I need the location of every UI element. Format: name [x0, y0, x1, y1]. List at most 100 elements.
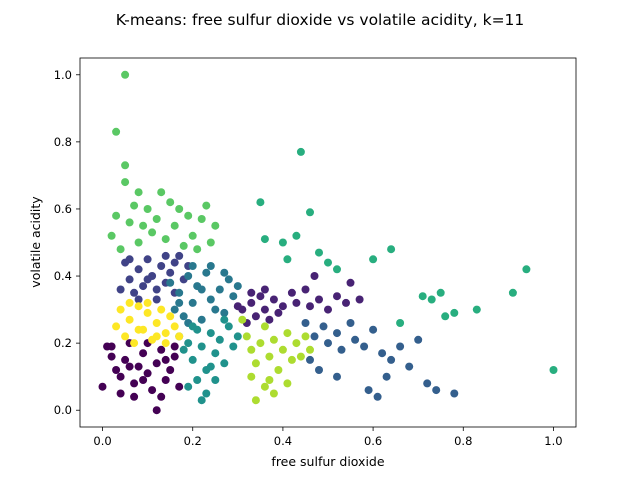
data-point-cluster-7	[107, 231, 116, 240]
data-point-cluster-5	[206, 362, 215, 371]
x-tick-label: 1.0	[544, 434, 562, 448]
data-point-cluster-6	[508, 288, 517, 297]
x-axis-label: free sulfur dioxide	[271, 454, 384, 469]
data-point-cluster-7	[211, 221, 220, 230]
data-point-cluster-6	[292, 231, 301, 240]
data-point-cluster-7	[125, 218, 134, 227]
data-point-cluster-7	[188, 231, 197, 240]
data-point-cluster-5	[202, 389, 211, 398]
data-point-cluster-0	[134, 362, 143, 371]
data-point-cluster-5	[188, 322, 197, 331]
data-point-cluster-7	[166, 198, 175, 207]
data-point-cluster-9	[112, 322, 121, 331]
data-point-cluster-8	[260, 322, 269, 331]
data-point-cluster-4	[179, 312, 188, 321]
data-point-cluster-9	[134, 325, 143, 334]
data-point-cluster-3	[333, 372, 341, 381]
data-point-cluster-8	[283, 379, 292, 388]
data-point-cluster-5	[215, 335, 224, 344]
data-point-cluster-7	[152, 215, 161, 223]
data-point-cluster-9	[161, 329, 170, 338]
data-point-cluster-3	[306, 355, 314, 364]
data-point-cluster-6	[256, 198, 265, 207]
data-point-cluster-9	[152, 319, 161, 327]
data-point-cluster-8	[242, 332, 251, 341]
data-point-cluster-1	[287, 288, 296, 297]
data-point-cluster-6	[369, 255, 378, 264]
data-point-cluster-1	[265, 315, 274, 324]
data-point-cluster-1	[278, 302, 287, 311]
data-point-cluster-7	[157, 188, 166, 197]
data-point-cluster-4	[220, 308, 229, 317]
data-point-cluster-8	[278, 345, 287, 354]
data-point-cluster-2	[166, 268, 175, 277]
data-point-cluster-4	[188, 298, 197, 307]
x-tick-label: 0.2	[184, 434, 202, 448]
data-point-cluster-3	[369, 325, 378, 334]
data-point-cluster-5	[193, 376, 202, 384]
data-point-cluster-9	[130, 339, 139, 348]
data-point-cluster-2	[134, 265, 143, 274]
data-point-cluster-4	[175, 298, 184, 307]
data-point-cluster-0	[157, 392, 166, 401]
data-point-cluster-8	[269, 389, 278, 398]
data-point-cluster-7	[161, 235, 170, 244]
data-point-cluster-7	[121, 70, 130, 79]
data-point-cluster-1	[301, 285, 310, 294]
data-point-cluster-3	[450, 389, 459, 398]
data-point-cluster-6	[418, 292, 427, 301]
data-point-cluster-0	[116, 372, 125, 381]
data-point-cluster-6	[260, 235, 269, 244]
data-point-cluster-6	[324, 258, 332, 267]
data-point-cluster-7	[206, 238, 215, 247]
data-point-cluster-0	[170, 342, 179, 351]
data-point-cluster-7	[143, 205, 152, 213]
data-point-cluster-1	[342, 298, 350, 307]
data-point-cluster-9	[157, 305, 166, 314]
data-point-cluster-5	[184, 339, 193, 348]
data-point-cluster-6	[278, 238, 287, 247]
data-point-cluster-6	[296, 147, 305, 156]
data-point-cluster-2	[125, 255, 134, 264]
plot-frame	[79, 57, 577, 428]
data-point-cluster-0	[125, 362, 134, 371]
data-point-cluster-9	[125, 315, 134, 324]
data-point-cluster-0	[161, 376, 170, 384]
y-tick-label: 0.6	[54, 202, 72, 216]
data-point-cluster-1	[247, 298, 256, 307]
data-point-cluster-0	[130, 379, 139, 388]
data-point-cluster-6	[427, 295, 436, 304]
x-tick-label: 0.0	[93, 434, 111, 448]
data-point-cluster-2	[125, 275, 134, 284]
data-point-cluster-8	[306, 345, 314, 354]
data-point-cluster-3	[396, 342, 405, 351]
data-point-cluster-8	[247, 345, 256, 354]
data-point-cluster-7	[179, 241, 188, 250]
data-point-cluster-3	[310, 332, 319, 341]
y-tick-label: 0.4	[54, 269, 72, 283]
data-point-cluster-6	[436, 288, 445, 297]
data-point-cluster-4	[166, 278, 175, 287]
data-point-cluster-0	[152, 359, 161, 368]
data-point-cluster-8	[251, 359, 260, 368]
y-axis-label: volatile acidity	[28, 196, 43, 288]
data-point-cluster-9	[152, 332, 161, 341]
data-point-cluster-3	[351, 335, 360, 344]
data-point-cluster-1	[315, 295, 323, 304]
data-point-cluster-2	[161, 251, 170, 260]
data-point-cluster-0	[175, 382, 184, 391]
data-point-cluster-9	[166, 312, 175, 321]
y-axis: 0.0 0.2 0.4 0.6 0.8 1.0	[54, 68, 80, 417]
data-point-cluster-5	[197, 396, 206, 405]
data-point-cluster-1	[233, 302, 242, 311]
data-point-cluster-8	[296, 352, 305, 361]
x-tick-label: 0.4	[274, 434, 292, 448]
data-point-cluster-7	[175, 205, 184, 213]
data-point-cluster-6	[522, 265, 531, 274]
data-point-cluster-4	[175, 288, 184, 297]
data-point-cluster-0	[139, 376, 148, 384]
data-point-cluster-9	[143, 308, 152, 317]
data-point-cluster-0	[143, 369, 152, 378]
